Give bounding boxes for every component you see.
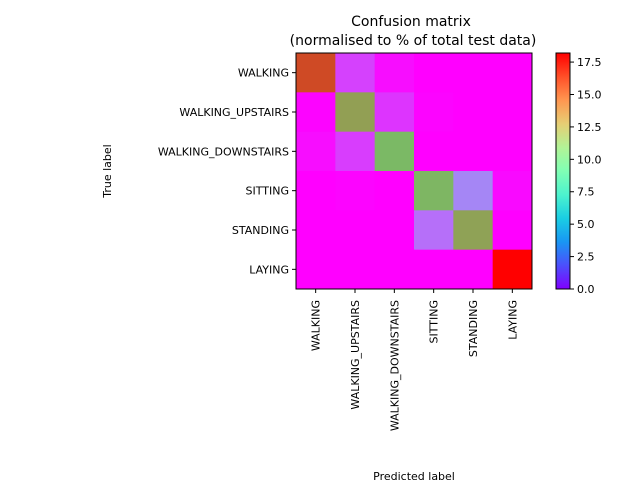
x-tick-label: WALKING [310, 300, 323, 351]
heatmap-cell [492, 171, 533, 211]
x-tick-label: WALKING_DOWNSTAIRS [388, 300, 401, 431]
colorbar-ticks: 0.0 2.5 5.0 7.5 10.0 12.5 15.0 17.5 [570, 56, 602, 296]
colorbar-tick-label: 0.0 [577, 283, 595, 296]
heatmap-cell [414, 92, 454, 133]
x-tick-label: SITTING [428, 300, 441, 343]
x-axis-label: Predicted label [373, 470, 455, 480]
heatmap-cell [453, 53, 494, 93]
y-tick-labels: WALKING WALKING_UPSTAIRS WALKING_DOWNSTAIR… [158, 67, 296, 276]
heatmap-cell [296, 210, 336, 251]
heatmap-cell [374, 53, 415, 93]
heatmap-cell [335, 171, 376, 211]
colorbar-tick-label: 2.5 [577, 251, 595, 264]
heatmap-cell [335, 210, 376, 251]
heatmap-frame [295, 52, 533, 290]
y-tick-label: WALKING_DOWNSTAIRS [158, 145, 289, 158]
chart-title: Confusion matrix [351, 14, 471, 30]
heatmap-cell [453, 210, 494, 251]
y-tick-label: SITTING [246, 185, 289, 198]
y-tick-label: WALKING [238, 67, 289, 80]
x-tick-labels: WALKING WALKING_UPSTAIRS WALKING_DOWNSTAIR… [310, 289, 519, 431]
heatmap-cell [414, 249, 454, 290]
colorbar [555, 52, 571, 290]
heatmap-cell [296, 92, 336, 133]
heatmap-cell [414, 53, 454, 93]
heatmap-cell [374, 210, 415, 251]
x-tick-label: LAYING [506, 300, 519, 340]
heatmap-cells [296, 53, 533, 290]
heatmap-cell [492, 210, 533, 251]
colorbar-tick-label: 17.5 [577, 56, 602, 69]
x-tick-label: WALKING_UPSTAIRS [349, 300, 362, 410]
heatmap-cell [453, 92, 494, 133]
heatmap-cell [453, 249, 494, 290]
colorbar-tick-label: 7.5 [577, 186, 595, 199]
heatmap-cell [296, 53, 336, 93]
heatmap-cell [414, 210, 454, 251]
heatmap-cell [453, 171, 494, 211]
y-tick-label: WALKING_UPSTAIRS [179, 106, 289, 119]
heatmap-cell [296, 249, 336, 290]
heatmap-cell [414, 171, 454, 211]
heatmap-cell [335, 92, 376, 133]
heatmap-cell [453, 131, 494, 172]
heatmap-cell [414, 131, 454, 172]
heatmap-cell [335, 131, 376, 172]
colorbar-tick-label: 15.0 [577, 88, 602, 101]
heatmap-cell [335, 53, 376, 93]
heatmap-cell [296, 131, 336, 172]
chart-subtitle: (normalised to % of total test data) [290, 33, 537, 49]
heatmap-cell [492, 249, 533, 290]
heatmap-cell [374, 131, 415, 172]
x-tick-label: STANDING [467, 300, 480, 357]
heatmap-cell [296, 171, 336, 211]
colorbar-tick-label: 10.0 [577, 153, 602, 166]
heatmap-cell [374, 249, 415, 290]
y-tick-label: STANDING [232, 224, 289, 237]
y-axis-label: True label [101, 144, 114, 198]
colorbar-tick-label: 12.5 [577, 121, 602, 134]
heatmap-cell [335, 249, 376, 290]
colorbar-tick-label: 5.0 [577, 218, 595, 231]
heatmap-cell [374, 92, 415, 133]
heatmap-cell [374, 171, 415, 211]
heatmap-cell [492, 131, 533, 172]
y-tick-label: LAYING [249, 263, 289, 276]
heatmap-cell [492, 92, 533, 133]
heatmap-cell [492, 53, 533, 93]
